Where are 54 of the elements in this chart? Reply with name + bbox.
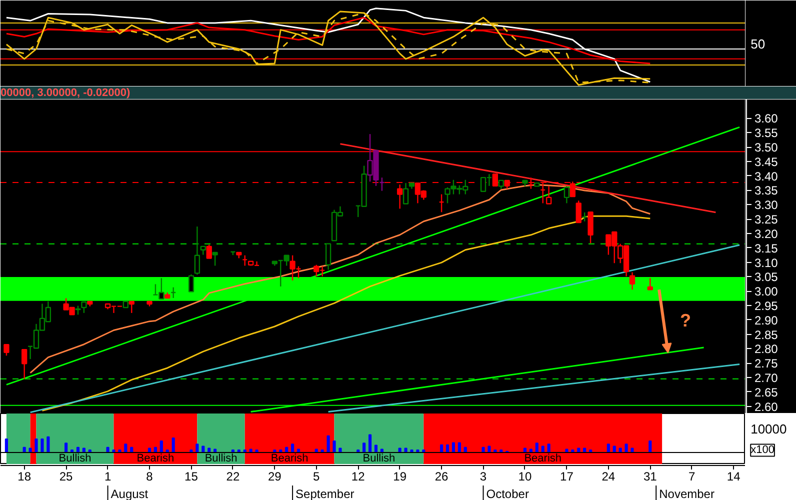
x-tick-label: 22 (226, 470, 240, 484)
x-tick-label: 17 (560, 470, 574, 484)
x-tick-label: 31 (643, 470, 658, 484)
y-tick-label: 2.90 (754, 313, 778, 328)
y-tick-label: 2.70 (754, 370, 778, 385)
x-tick-label: 14 (726, 470, 741, 484)
x-tick-label: 19 (393, 470, 407, 484)
y-tick-label: 2.65 (754, 385, 778, 400)
ref-line-label: August (110, 486, 149, 500)
x-tick-label: 5 (313, 470, 320, 484)
y-tick-label: 3.55 (754, 126, 778, 140)
y-tick-label: 3.00 (754, 284, 778, 299)
x-tick-label: 3 (480, 470, 487, 484)
text: 10000 (750, 421, 787, 436)
y-tick-label: 3.20 (754, 226, 778, 241)
ref-line-label: September (296, 486, 354, 500)
band-label: Bullish (204, 452, 238, 464)
band-label: Bearish (136, 452, 174, 464)
y-tick-label: 3.45 (754, 154, 778, 169)
x-tick-label: 26 (434, 470, 449, 484)
x-tick-label: 12 (351, 470, 366, 484)
band-label: Bearish (524, 452, 562, 464)
x-tick-label: 29 (268, 470, 282, 484)
y-tick-label: 3.30 (754, 198, 778, 212)
y-tick-label: 3.25 (754, 212, 778, 227)
y-tick-label: 3.05 (754, 270, 778, 284)
y-tick-label: 3.60 (754, 112, 778, 126)
x-tick-label: 25 (59, 470, 74, 484)
y-tick-label: 3.10 (754, 256, 778, 270)
band-label: Bullish (58, 452, 92, 464)
band-label: Bearish (270, 452, 308, 464)
ref-line-label: November (659, 486, 714, 500)
text: x100 (750, 444, 774, 456)
x-tick-label: 8 (146, 470, 154, 484)
annotation: ? (680, 310, 692, 331)
y-tick-label: 2.85 (754, 328, 778, 342)
y-tick-label: 2.75 (754, 356, 778, 371)
x-tick-label: 10 (518, 470, 532, 484)
x-tick-label: 18 (18, 470, 32, 484)
band-label: Bullish (362, 452, 396, 464)
y-tick-label: 3.50 (754, 140, 778, 155)
y-tick-label: 2.60 (754, 400, 778, 414)
y-tick-label: 3.35 (754, 184, 778, 198)
chart-title: 00000, 3.00000, -0.02000) (0, 87, 130, 99)
y-tick-label: 3.15 (754, 241, 778, 256)
text: 50 (750, 36, 766, 52)
x-tick-label: 15 (184, 470, 198, 484)
x-tick-label: 24 (602, 470, 616, 484)
y-tick-label: 3.40 (754, 169, 778, 184)
y-tick-label: 2.80 (754, 342, 778, 356)
x-tick-label: 7 (688, 470, 696, 484)
ref-line-label: October (486, 486, 529, 500)
x-tick-label: 1 (104, 470, 112, 484)
y-tick-label: 2.95 (754, 298, 778, 313)
